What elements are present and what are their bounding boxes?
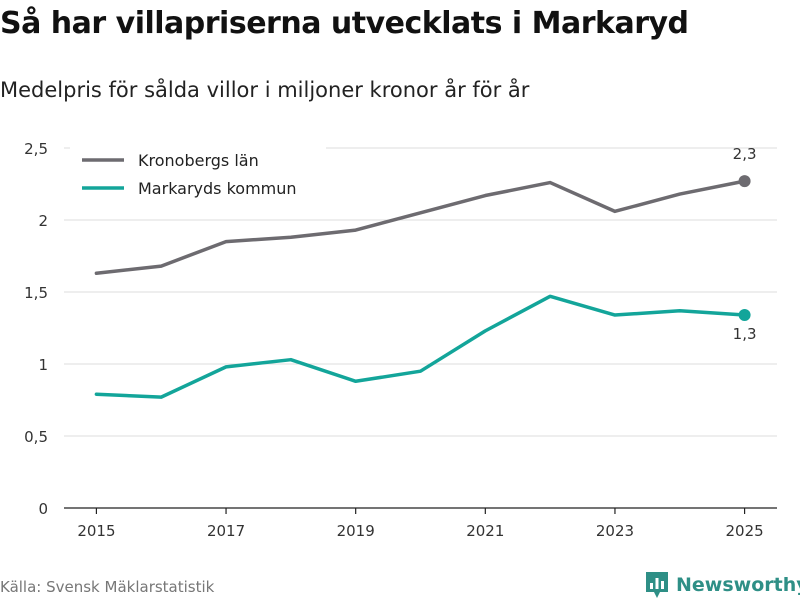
series-end-label: 1,3 (733, 325, 757, 343)
axes: 0 0,5 1 1,5 2 2,5 2015 2017 2019 2021 2023 2025 (24, 140, 777, 540)
series-end-label: 2,3 (733, 145, 757, 163)
legend-background (70, 146, 326, 208)
series-end-marker (738, 309, 751, 322)
y-tick-label: 1,5 (24, 284, 48, 302)
y-tick-label: 2 (38, 212, 48, 230)
series-lines: 2,3 1,3 (94, 145, 757, 399)
x-tick-label: 2015 (77, 522, 115, 540)
line-chart: 0 0,5 1 1,5 2 2,5 2015 2017 2019 2021 2023 2025 2,3… (24, 140, 777, 540)
chart-title: Så har villapriserna utvecklats i Markar… (0, 6, 689, 41)
brand-name: Newsworthy (676, 574, 800, 596)
series-end-marker (738, 175, 751, 188)
legend: Kronobergs län Markaryds kommun (70, 146, 326, 208)
series-line-markaryds-kommun (94, 294, 747, 399)
x-tick-label: 2017 (207, 522, 245, 540)
x-tick-label: 2019 (337, 522, 375, 540)
series-line-kronobergs-lan (94, 179, 747, 276)
y-tick-label: 0 (38, 500, 48, 518)
x-tick-label: 2025 (725, 522, 763, 540)
y-tick-label: 0,5 (24, 428, 48, 446)
brand-logo: Newsworthy (644, 569, 800, 601)
legend-label: Kronobergs län (138, 151, 259, 170)
x-tick-label: 2021 (466, 522, 504, 540)
legend-label: Markaryds kommun (138, 179, 297, 198)
y-tick-label: 1 (38, 356, 48, 374)
newsworthy-logo-icon (646, 572, 668, 598)
source-note: Källa: Svensk Mäklarstatistik (0, 578, 215, 596)
y-tick-label: 2,5 (24, 140, 48, 158)
x-tick-label: 2023 (596, 522, 634, 540)
chart-subtitle: Medelpris för sålda villor i miljoner kr… (0, 78, 530, 102)
